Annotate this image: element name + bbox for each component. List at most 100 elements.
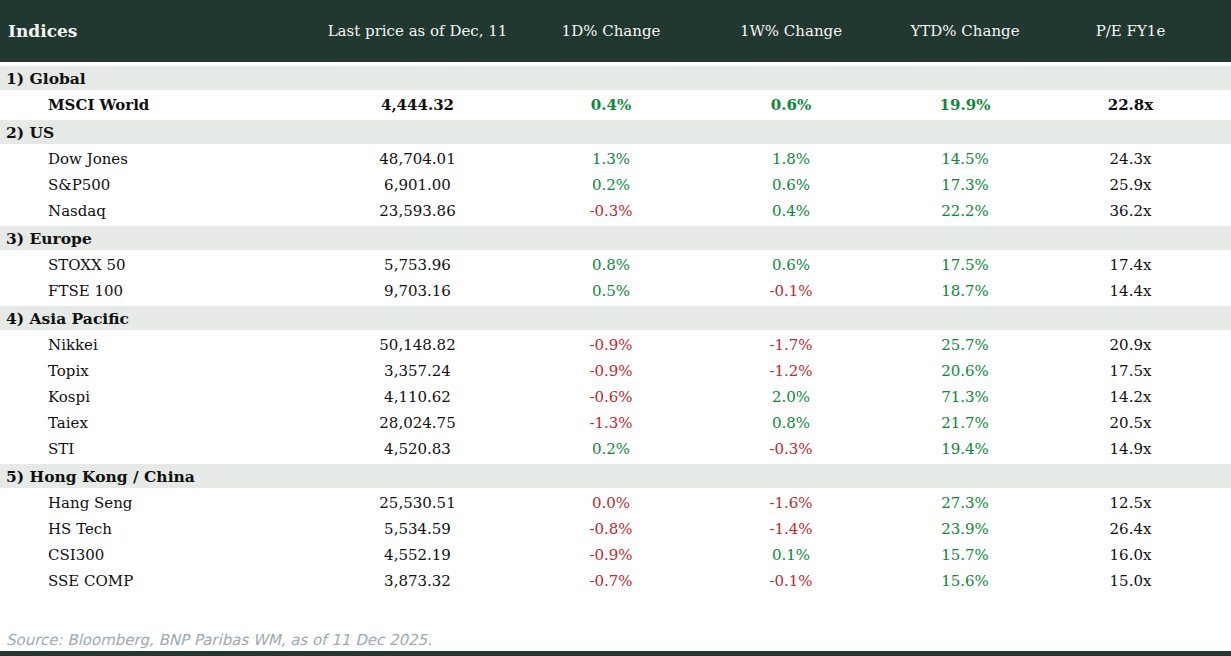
- last-price: 4,520.83: [295, 436, 540, 463]
- index-row: Topix3,357.24-0.9%-1.2%20.6%17.5x: [0, 358, 1231, 384]
- change-ytd: 19.4%: [900, 436, 1030, 463]
- change-1w: 0.1%: [682, 542, 900, 568]
- column-header-ytd-change: YTD% Change: [900, 0, 1030, 64]
- index-name: MSCI World: [0, 91, 295, 119]
- change-ytd: 27.3%: [900, 489, 1030, 516]
- change-1d: -0.3%: [540, 198, 682, 225]
- section-row: 1) Global: [0, 64, 1231, 91]
- last-price: 25,530.51: [295, 489, 540, 516]
- index-row: Dow Jones48,704.011.3%1.8%14.5%24.3x: [0, 145, 1231, 172]
- last-price: 5,753.96: [295, 251, 540, 278]
- change-1w: -1.6%: [682, 489, 900, 516]
- index-row: Kospi4,110.62-0.6%2.0%71.3%14.2x: [0, 384, 1231, 410]
- change-1d: -0.9%: [540, 542, 682, 568]
- section-label: 4) Asia Pacific: [0, 305, 1231, 331]
- change-1w: 2.0%: [682, 384, 900, 410]
- column-header-indices: Indices: [0, 0, 295, 64]
- change-1d: 0.4%: [540, 91, 682, 119]
- change-ytd: 19.9%: [900, 91, 1030, 119]
- pe-ratio: 25.9x: [1030, 172, 1231, 198]
- index-row: S&P5006,901.000.2%0.6%17.3%25.9x: [0, 172, 1231, 198]
- change-1d: 0.8%: [540, 251, 682, 278]
- last-price: 5,534.59: [295, 516, 540, 542]
- change-1d: 0.0%: [540, 489, 682, 516]
- pe-ratio: 17.4x: [1030, 251, 1231, 278]
- pe-ratio: 20.5x: [1030, 410, 1231, 436]
- section-row: 2) US: [0, 119, 1231, 145]
- index-row: SSE COMP3,873.32-0.7%-0.1%15.6%15.0x: [0, 568, 1231, 594]
- index-name: STI: [0, 436, 295, 463]
- index-row: FTSE 1009,703.160.5%-0.1%18.7%14.4x: [0, 278, 1231, 305]
- change-1d: 0.2%: [540, 172, 682, 198]
- pe-ratio: 36.2x: [1030, 198, 1231, 225]
- index-row: MSCI World4,444.320.4%0.6%19.9%22.8x: [0, 91, 1231, 119]
- change-1d: -1.3%: [540, 410, 682, 436]
- indices-table: Indices Last price as of Dec, 11 1D% Cha…: [0, 0, 1231, 594]
- index-name: Kospi: [0, 384, 295, 410]
- change-1w: -1.7%: [682, 331, 900, 358]
- section-row: 4) Asia Pacific: [0, 305, 1231, 331]
- change-1d: 1.3%: [540, 145, 682, 172]
- change-1w: 0.4%: [682, 198, 900, 225]
- table-body: 1) GlobalMSCI World4,444.320.4%0.6%19.9%…: [0, 64, 1231, 594]
- section-label: 5) Hong Kong / China: [0, 463, 1231, 489]
- change-1d: -0.8%: [540, 516, 682, 542]
- index-name: HS Tech: [0, 516, 295, 542]
- change-1w: -0.1%: [682, 278, 900, 305]
- pe-ratio: 20.9x: [1030, 331, 1231, 358]
- change-ytd: 15.7%: [900, 542, 1030, 568]
- change-1w: -0.3%: [682, 436, 900, 463]
- change-1w: -1.2%: [682, 358, 900, 384]
- pe-ratio: 26.4x: [1030, 516, 1231, 542]
- pe-ratio: 14.4x: [1030, 278, 1231, 305]
- change-1d: -0.9%: [540, 331, 682, 358]
- column-header-last-price: Last price as of Dec, 11: [295, 0, 540, 64]
- section-row: 5) Hong Kong / China: [0, 463, 1231, 489]
- change-ytd: 18.7%: [900, 278, 1030, 305]
- section-row: 3) Europe: [0, 225, 1231, 251]
- pe-ratio: 22.8x: [1030, 91, 1231, 119]
- change-1d: 0.2%: [540, 436, 682, 463]
- change-1w: 0.8%: [682, 410, 900, 436]
- index-name: Taiex: [0, 410, 295, 436]
- pe-ratio: 14.9x: [1030, 436, 1231, 463]
- change-ytd: 20.6%: [900, 358, 1030, 384]
- change-ytd: 23.9%: [900, 516, 1030, 542]
- last-price: 4,110.62: [295, 384, 540, 410]
- column-header-1w-change: 1W% Change: [682, 0, 900, 64]
- change-1w: 0.6%: [682, 251, 900, 278]
- change-ytd: 14.5%: [900, 145, 1030, 172]
- change-ytd: 17.3%: [900, 172, 1030, 198]
- section-label: 1) Global: [0, 64, 1231, 91]
- change-1d: -0.6%: [540, 384, 682, 410]
- last-price: 6,901.00: [295, 172, 540, 198]
- last-price: 9,703.16: [295, 278, 540, 305]
- index-name: FTSE 100: [0, 278, 295, 305]
- pe-ratio: 12.5x: [1030, 489, 1231, 516]
- change-ytd: 15.6%: [900, 568, 1030, 594]
- index-row: STOXX 505,753.960.8%0.6%17.5%17.4x: [0, 251, 1231, 278]
- index-name: Topix: [0, 358, 295, 384]
- last-price: 48,704.01: [295, 145, 540, 172]
- index-name: Nasdaq: [0, 198, 295, 225]
- index-name: Hang Seng: [0, 489, 295, 516]
- index-row: Taiex28,024.75-1.3%0.8%21.7%20.5x: [0, 410, 1231, 436]
- index-row: Nasdaq23,593.86-0.3%0.4%22.2%36.2x: [0, 198, 1231, 225]
- change-ytd: 17.5%: [900, 251, 1030, 278]
- index-row: HS Tech5,534.59-0.8%-1.4%23.9%26.4x: [0, 516, 1231, 542]
- change-ytd: 25.7%: [900, 331, 1030, 358]
- index-row: Nikkei50,148.82-0.9%-1.7%25.7%20.9x: [0, 331, 1231, 358]
- index-name: Dow Jones: [0, 145, 295, 172]
- change-1d: -0.7%: [540, 568, 682, 594]
- column-header-pe-fy1e: P/E FY1e: [1030, 0, 1231, 64]
- index-name: CSI300: [0, 542, 295, 568]
- section-label: 3) Europe: [0, 225, 1231, 251]
- section-label: 2) US: [0, 119, 1231, 145]
- last-price: 3,357.24: [295, 358, 540, 384]
- last-price: 50,148.82: [295, 331, 540, 358]
- source-note: Source: Bloomberg, BNP Paribas WM, as of…: [6, 631, 432, 649]
- column-header-1d-change: 1D% Change: [540, 0, 682, 64]
- index-name: Nikkei: [0, 331, 295, 358]
- change-1d: 0.5%: [540, 278, 682, 305]
- index-row: STI4,520.830.2%-0.3%19.4%14.9x: [0, 436, 1231, 463]
